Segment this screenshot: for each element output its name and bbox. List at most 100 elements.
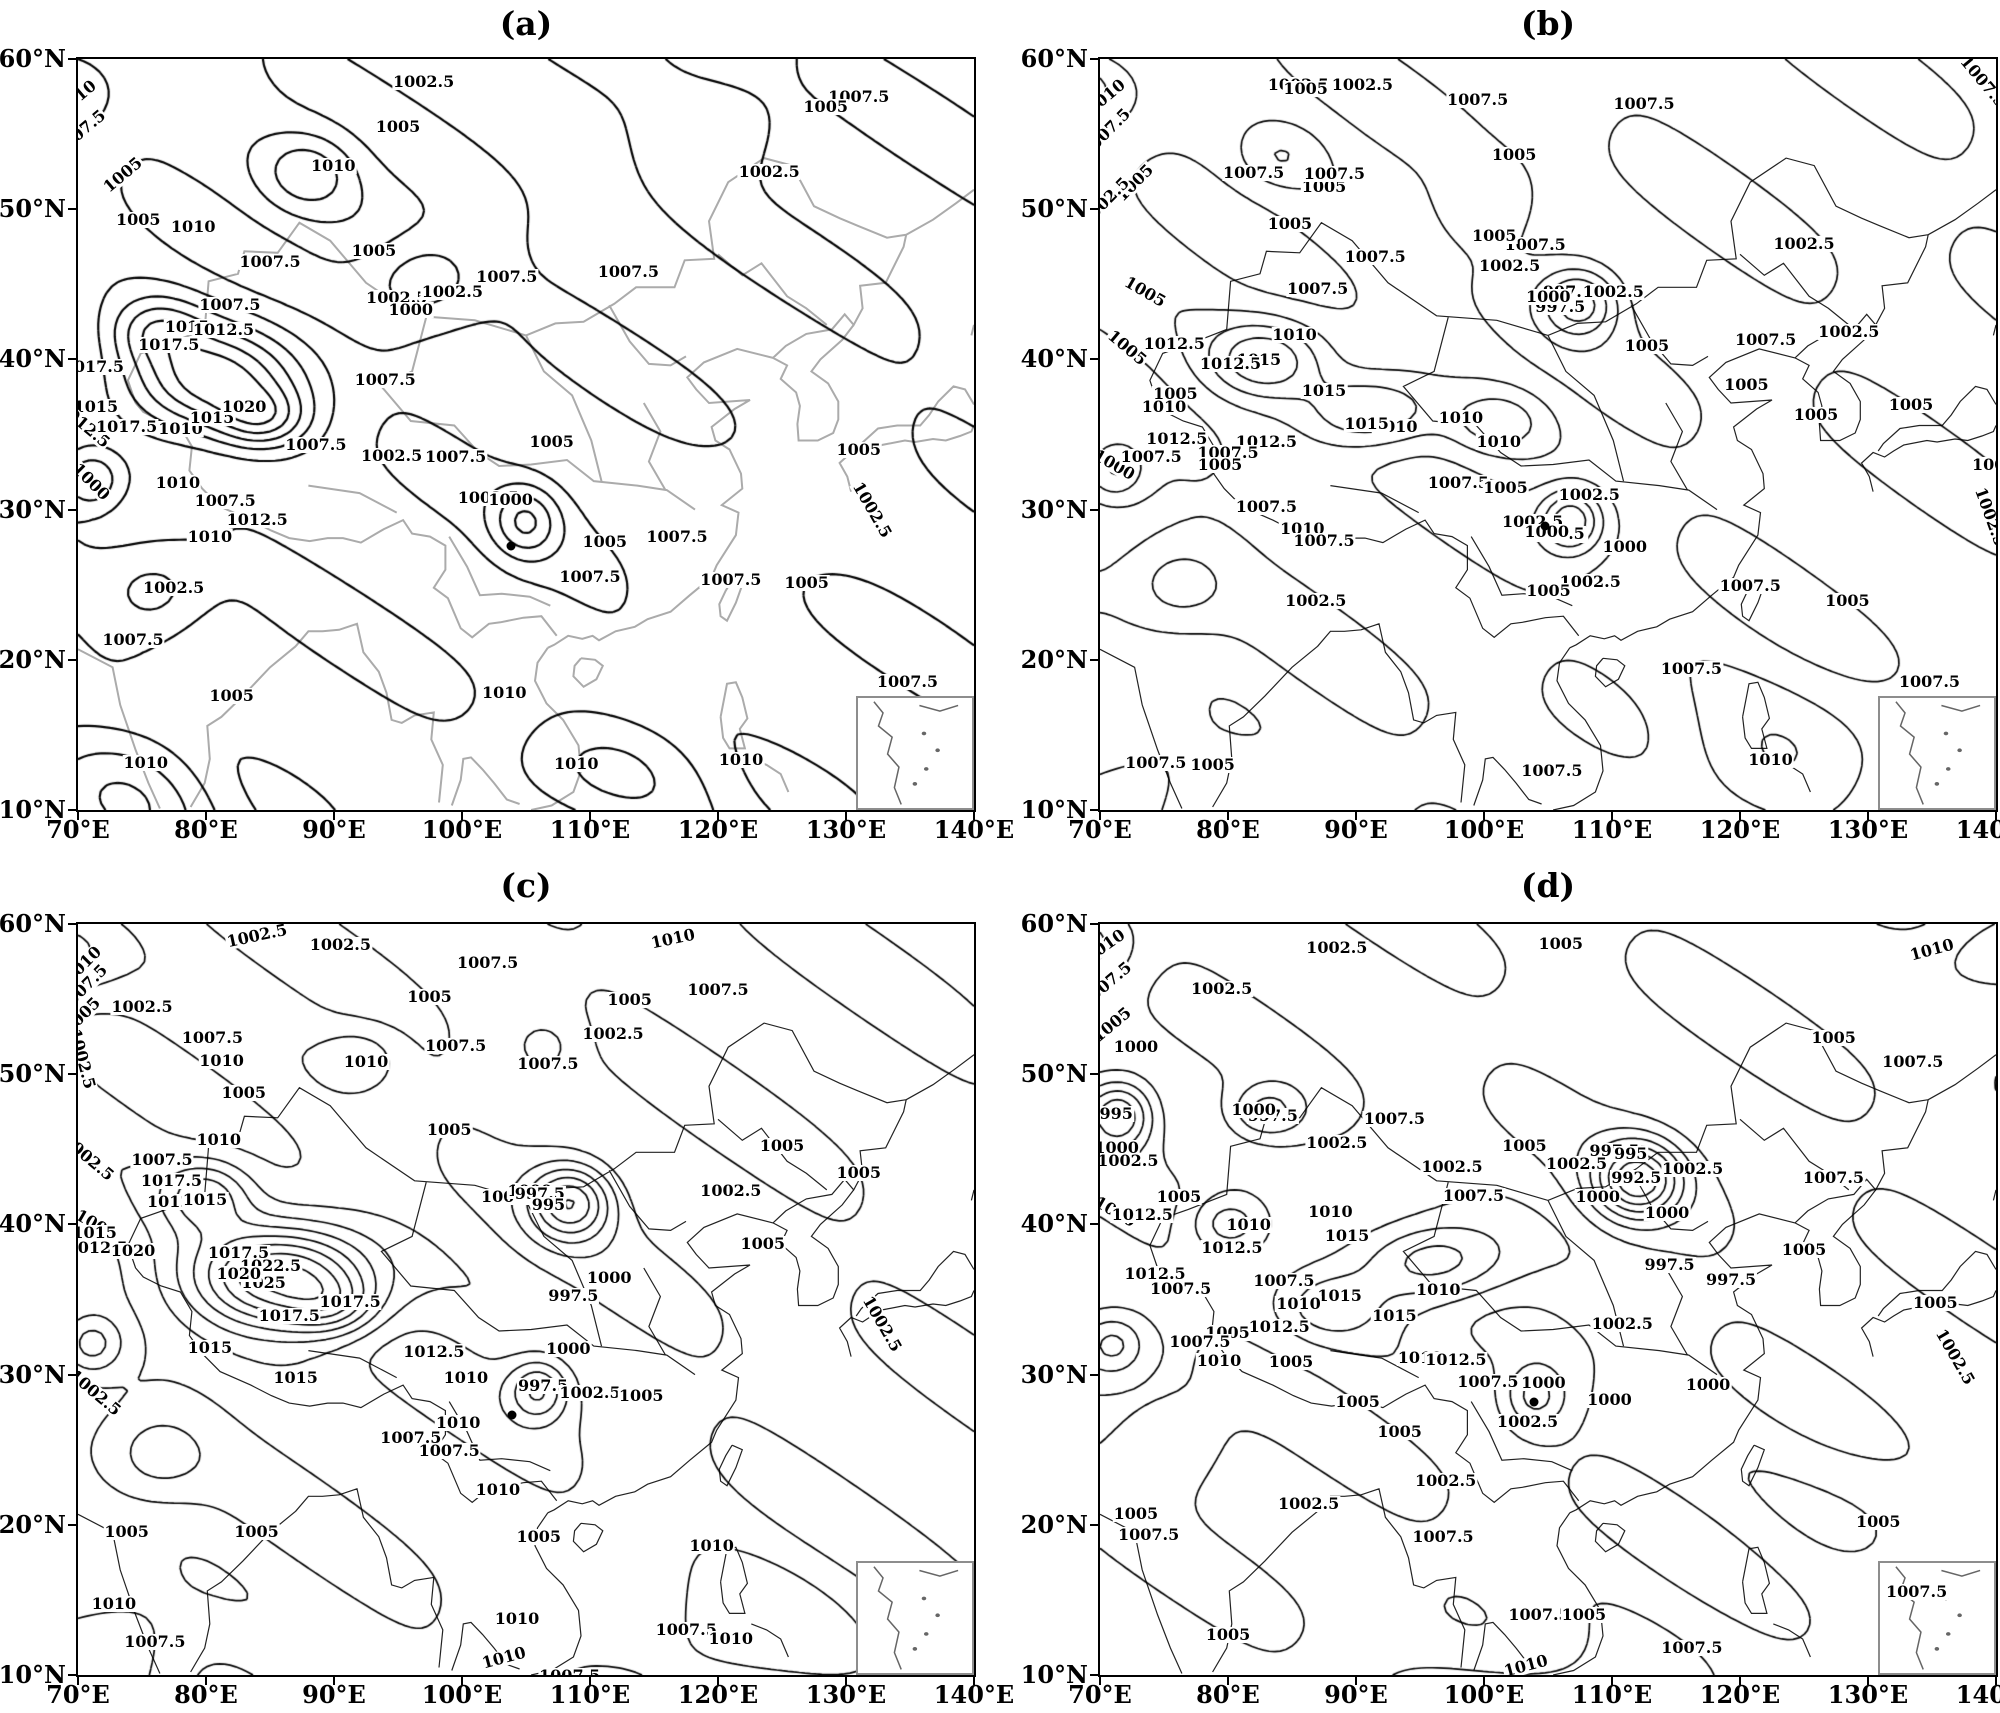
x-tick-label: 100°E — [421, 815, 503, 844]
contour-label: 1005 — [1282, 78, 1329, 98]
x-tick-label: 130°E — [805, 815, 887, 844]
contour-label: 1007.5 — [558, 567, 622, 587]
contour-label: 1005 — [1334, 1391, 1381, 1411]
x-tick-label: 100°E — [1443, 815, 1525, 844]
contour-label: 1007.5 — [1897, 672, 1962, 692]
contour-label: 1007.5 — [1881, 1052, 1945, 1072]
contour-label: 1005 — [1490, 144, 1538, 164]
y-tick — [1090, 923, 1100, 925]
contour-label: 1007.5 — [1124, 753, 1188, 773]
x-tick — [1355, 1675, 1357, 1685]
y-tick-label: 60°N — [0, 909, 66, 938]
x-tick-label: 80°E — [1196, 1680, 1260, 1709]
contour-label: 1010 — [474, 1480, 522, 1500]
scs-inset-d — [1878, 1560, 1996, 1675]
contour-label: 1007.5 — [1957, 59, 1996, 111]
contour-label: 1000 — [1525, 286, 1572, 306]
contour-label: 1010 — [1501, 1651, 1551, 1675]
y-tick — [68, 1373, 78, 1376]
contour-label: 1002.5 — [1277, 1493, 1341, 1513]
contour-label: 1007.5 — [1100, 958, 1136, 1012]
contour-label: 1005 — [1501, 1136, 1548, 1156]
contour-label: 1010 — [479, 1643, 529, 1673]
contour-label: 1015 — [186, 1337, 234, 1357]
x-tick-label: 90°E — [1324, 815, 1388, 844]
contour-label: 1005 — [1266, 213, 1314, 233]
contour-label: 1015 — [272, 1367, 319, 1387]
x-tick — [461, 1675, 463, 1685]
contour-canvas-d — [1100, 924, 1996, 1675]
contour-label: 1005 — [1971, 456, 1996, 473]
contour-label: 1007.5 — [1426, 472, 1491, 492]
contour-label: 1002.5 — [1305, 938, 1369, 958]
contour-label: 1012.5 — [1198, 354, 1263, 374]
y-tick — [68, 1674, 78, 1676]
y-tick-label: 40°N — [1020, 344, 1088, 374]
x-tick-label: 90°E — [1324, 1680, 1388, 1709]
contour-label: 1002.5 — [858, 1292, 906, 1355]
x-tick-label: 70°E — [46, 1680, 110, 1709]
y-tick-label: 10°N — [0, 1660, 66, 1689]
contour-label: 1012.5 — [225, 510, 289, 530]
contour-label: 1005 — [1112, 1504, 1160, 1524]
contour-label: 1010 — [1414, 1280, 1462, 1300]
contour-label: 1010 — [169, 217, 217, 237]
contour-label: 1007.5 — [198, 294, 262, 314]
contour-label: 1002.5 — [420, 281, 484, 301]
map-plot-a: 1002.5 1005 1007.5 1005 1010 1002.5 1010 1007.5… — [0, 47, 1014, 842]
x-tick — [1611, 810, 1613, 820]
contour-label: 1002.5 — [78, 1131, 118, 1185]
contour-label: 1007.5 — [123, 1632, 187, 1652]
contour-label: 1005 — [1204, 1624, 1252, 1644]
contour-label: 1010 — [442, 1367, 490, 1387]
contour-label: 1007.5 — [654, 1619, 718, 1639]
contour-label: 1005 — [1155, 1186, 1203, 1206]
x-tick-label: 70°E — [1068, 815, 1132, 844]
y-tick — [1090, 358, 1100, 361]
contour-label: 1005 — [350, 240, 398, 260]
y-tick-label: 10°N — [1020, 1660, 1088, 1689]
y-tick-label: 40°N — [0, 344, 66, 374]
contour-label: 1007.5 — [686, 980, 750, 1000]
contour-label: 1012.5 — [1142, 334, 1206, 354]
contour-label: 1007.5 — [1149, 1278, 1213, 1298]
y-tick — [68, 58, 78, 60]
y-tick — [68, 1073, 78, 1076]
y-tick-label: 20°N — [1020, 644, 1088, 674]
y-tick — [1090, 1223, 1100, 1226]
contour-label: 1007.5 — [1292, 531, 1356, 551]
x-tick-label: 100°E — [421, 1680, 503, 1709]
contour-label: 1002.5 — [78, 1365, 125, 1419]
y-tick-label: 50°N — [1020, 194, 1088, 224]
contour-label: 1000 — [1230, 1099, 1277, 1119]
contour-label: 1005 — [208, 685, 255, 705]
contour-label: 1007.5 — [284, 434, 348, 454]
x-tick-label: 110°E — [1571, 1680, 1653, 1709]
map-plot-b: 1002.51002.51007.510051007.51007.5101010… — [1021, 47, 2000, 842]
contour-label: 1005 — [783, 573, 830, 592]
x-tick-label: 140°E — [1955, 815, 2000, 844]
contour-label: 1002.5 — [308, 935, 373, 955]
x-tick — [845, 1675, 847, 1685]
y-tick — [1090, 1523, 1100, 1526]
contour-label: 1002.5 — [737, 161, 801, 181]
x-tick-label: 110°E — [549, 1680, 631, 1709]
x-tick-label: 130°E — [805, 1680, 887, 1709]
contour-label: 1012.5 — [402, 1342, 466, 1362]
contour-label: 1005 — [1120, 272, 1170, 311]
contour-label: 995 — [530, 1194, 567, 1214]
contour-label: 1007.5 — [1234, 496, 1299, 516]
contour-label: 1005 — [1196, 455, 1244, 475]
scs-inset-b — [1878, 695, 1996, 810]
contour-label: 1007.5 — [1196, 442, 1260, 462]
x-tick-label: 110°E — [549, 815, 631, 844]
contour-label: 1020 — [109, 1241, 157, 1261]
contour-label: 1010 — [480, 682, 528, 702]
x-tick — [1739, 810, 1741, 820]
contour-label: 1005 — [1470, 226, 1518, 246]
x-tick — [77, 810, 79, 820]
x-tick-label: 90°E — [302, 815, 366, 844]
map-area-d: 1002.51005101010051007.5101010101007.510… — [1100, 924, 1996, 1675]
contour-label: 1002.5 — [1284, 591, 1348, 611]
y-tick-label: 60°N — [0, 44, 66, 73]
